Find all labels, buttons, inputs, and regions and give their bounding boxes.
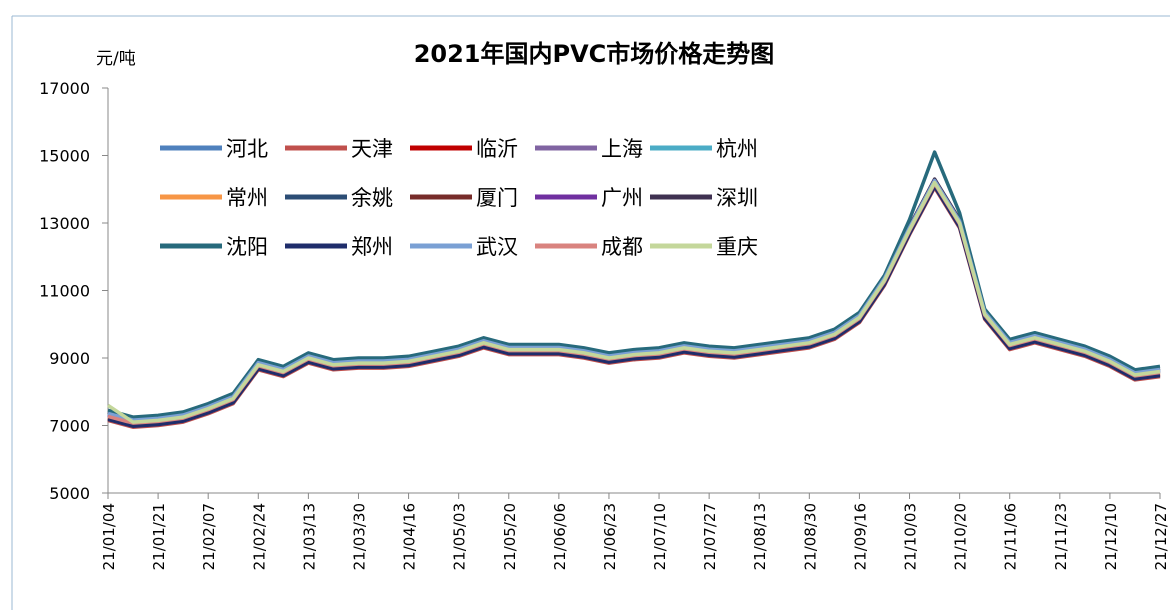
legend-label: 深圳	[716, 186, 758, 210]
legend-label: 临沂	[476, 137, 518, 161]
series-line	[107, 177, 1161, 421]
y-tick-label: 9000	[49, 349, 90, 368]
y-tick-label: 5000	[49, 484, 90, 503]
x-tick-label: 21/12/10	[1102, 503, 1120, 570]
series-line	[107, 179, 1161, 423]
series-line	[107, 180, 1161, 424]
legend-label: 沈阳	[226, 235, 268, 259]
legend-label: 天津	[351, 137, 393, 161]
x-tick-label: 21/09/16	[851, 503, 869, 570]
legend-label: 上海	[601, 137, 643, 161]
legend-label: 重庆	[716, 235, 758, 259]
x-tick-label: 21/08/30	[801, 503, 819, 570]
legend-label: 河北	[226, 137, 268, 161]
legend-label: 余姚	[351, 186, 393, 210]
legend-label: 杭州	[716, 137, 758, 161]
legend-label: 成都	[601, 235, 643, 259]
y-tick-label: 17000	[39, 79, 90, 98]
y-tick-label: 11000	[39, 282, 90, 301]
legend-label: 郑州	[351, 235, 393, 259]
series-line	[107, 182, 1161, 426]
legend-label: 武汉	[476, 235, 518, 259]
x-tick-label: 21/11/06	[1002, 503, 1020, 570]
x-tick-label: 21/04/16	[401, 503, 419, 570]
y-tick-label: 15000	[39, 147, 90, 166]
x-tick-label: 21/05/20	[501, 503, 519, 570]
y-tick-label: 7000	[49, 417, 90, 436]
series-line	[107, 181, 1161, 425]
y-axis-label: 元/吨	[96, 49, 136, 69]
legend-label: 广州	[601, 186, 643, 210]
chart-title: 2021年国内PVC市场价格走势图	[414, 40, 775, 68]
x-tick-label: 21/03/13	[300, 503, 318, 570]
x-tick-label: 21/02/24	[250, 503, 268, 570]
x-tick-label: 21/01/04	[100, 503, 118, 570]
x-tick-label: 21/01/21	[150, 503, 168, 570]
series-line	[107, 180, 1161, 424]
x-tick-label: 21/11/23	[1052, 503, 1070, 570]
series-line	[107, 180, 1161, 424]
x-tick-label: 21/10/20	[952, 503, 970, 570]
x-tick-label: 21/06/23	[601, 503, 619, 570]
x-tick-label: 21/12/27	[1152, 503, 1170, 570]
x-tick-label: 21/05/03	[451, 503, 469, 570]
series-line	[107, 179, 1161, 423]
x-tick-label: 21/07/27	[701, 503, 719, 570]
legend-label: 厦门	[476, 186, 518, 210]
series-line	[107, 183, 1161, 427]
series-line	[107, 185, 1161, 429]
series-line	[107, 178, 1161, 422]
series-line	[107, 178, 1161, 422]
series-line	[107, 184, 1161, 428]
legend-label: 常州	[226, 186, 268, 210]
x-tick-label: 21/03/30	[350, 503, 368, 570]
x-tick-label: 21/06/06	[551, 503, 569, 570]
y-tick-label: 13000	[39, 214, 90, 233]
x-tick-label: 21/10/03	[902, 503, 920, 570]
series-line	[107, 184, 1161, 428]
x-tick-label: 21/08/13	[751, 503, 769, 570]
x-tick-label: 21/07/10	[651, 503, 669, 570]
x-tick-label: 21/02/07	[200, 503, 218, 570]
